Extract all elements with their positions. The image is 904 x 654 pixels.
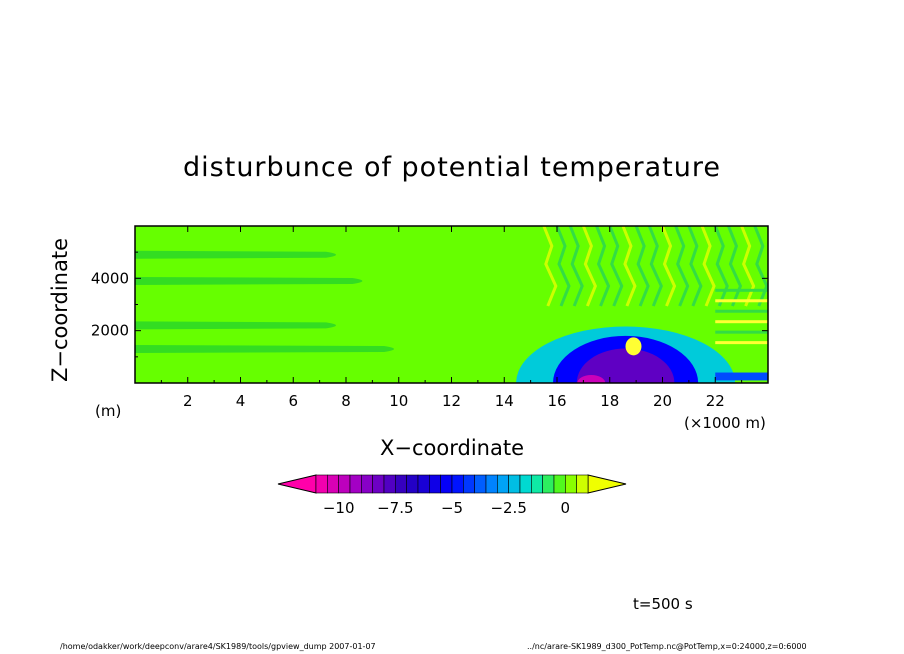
x-tick-label: 18 (600, 392, 619, 410)
heatmap-field (135, 226, 768, 383)
x-tick-label: 4 (236, 392, 246, 410)
footer-left: /home/odakker/work/deepconv/arare4/SK198… (60, 642, 376, 651)
chart-title: disturbunce of potential temperature (183, 152, 721, 183)
field-wave (595, 226, 611, 307)
x-tick-label: 8 (341, 392, 351, 410)
footer-right: ../nc/arare-SK1989_d300_PotTemp.nc@PotTe… (527, 642, 807, 651)
field-wave (715, 299, 768, 303)
x-axis-unit: (×1000 m) (684, 414, 766, 432)
colorbar-segment (542, 474, 555, 494)
warm-blob (625, 337, 642, 356)
colorbar-segment (519, 474, 532, 494)
field-stripe (135, 344, 395, 353)
colorbar-tick-label: −2.5 (490, 499, 526, 517)
colorbar-segment (508, 474, 521, 494)
field-wave (700, 226, 716, 307)
x-tick-label: 20 (653, 392, 672, 410)
colorbar-segment (361, 474, 373, 494)
y-tick-label: 2000 (91, 322, 129, 340)
colorbar-segment (451, 474, 464, 494)
colorbar-arrow-low (277, 474, 317, 494)
field-wave (715, 320, 768, 324)
cold-pool-edge (715, 372, 768, 381)
y-axis-unit: (m) (95, 402, 122, 420)
field-wave (727, 226, 743, 307)
colorbar-segment (497, 474, 509, 494)
colorbar-segment (395, 474, 407, 494)
y-axis-ticks: 2000 4000 (91, 251, 768, 358)
x-tick-label: 2 (183, 392, 193, 410)
colorbar-segment (531, 474, 543, 494)
field-wave (715, 341, 768, 345)
colorbar-tick-label: −5 (441, 499, 463, 517)
colorbar-segment (383, 474, 396, 494)
x-tick-label: 14 (495, 392, 514, 410)
field-wave (740, 226, 756, 307)
field-wave (555, 226, 571, 307)
field-wave (715, 309, 768, 313)
colorbar: −10 −7.5 −5 −2.5 0 (277, 474, 627, 517)
x-tick-label: 22 (706, 392, 725, 410)
colorbar-tick-label: −10 (323, 499, 355, 517)
field-stripe (135, 276, 363, 285)
cold-pool-core (577, 375, 606, 383)
colorbar-segment (463, 474, 475, 494)
field-wave (674, 226, 690, 307)
field-wave (581, 226, 598, 307)
field-stripe (135, 321, 336, 330)
field-wave (766, 226, 768, 231)
colorbar-segment (429, 474, 441, 494)
x-tick-label: 16 (547, 392, 566, 410)
cold-pool-inner (576, 348, 675, 383)
colorbar-arrow-high (587, 474, 627, 494)
field-wave (568, 226, 584, 307)
field-wave (647, 226, 663, 307)
colorbar-segment (485, 474, 498, 494)
field-wave (715, 330, 768, 334)
field-stripe (135, 250, 336, 259)
field-wave (634, 226, 650, 307)
field-wave (687, 226, 703, 307)
colorbar-segment (315, 474, 328, 494)
field-wave (713, 226, 729, 307)
x-tick-label: 12 (442, 392, 461, 410)
colorbar-tick-label: 0 (561, 499, 571, 517)
x-axis-ticks: 2 4 6 8 10 12 14 16 18 20 22 (160, 226, 743, 410)
x-tick-label: 10 (389, 392, 408, 410)
time-annotation: t=500 s (633, 595, 693, 613)
colorbar-tick-label: −7.5 (377, 499, 413, 517)
field-wave (715, 288, 768, 292)
x-axis-label: X−coordinate (380, 436, 524, 460)
field-wave (542, 226, 558, 307)
colorbar-segment (553, 474, 566, 494)
colorbar-segment (338, 474, 351, 494)
colorbar-segment (327, 474, 339, 494)
x-tick-label: 6 (288, 392, 298, 410)
colorbar-segment (417, 474, 430, 494)
colorbar-segment (576, 474, 589, 494)
colorbar-segment (474, 474, 487, 494)
field-wave (608, 226, 624, 307)
field-wave (661, 226, 677, 307)
colorbar-segment (349, 474, 362, 494)
field-wave (621, 226, 637, 307)
colorbar-segment (406, 474, 419, 494)
colorbar-segment (372, 474, 385, 494)
y-tick-label: 4000 (91, 269, 129, 287)
colorbar-segment (440, 474, 453, 494)
colorbar-segment (565, 474, 577, 494)
field-wave (753, 226, 768, 307)
